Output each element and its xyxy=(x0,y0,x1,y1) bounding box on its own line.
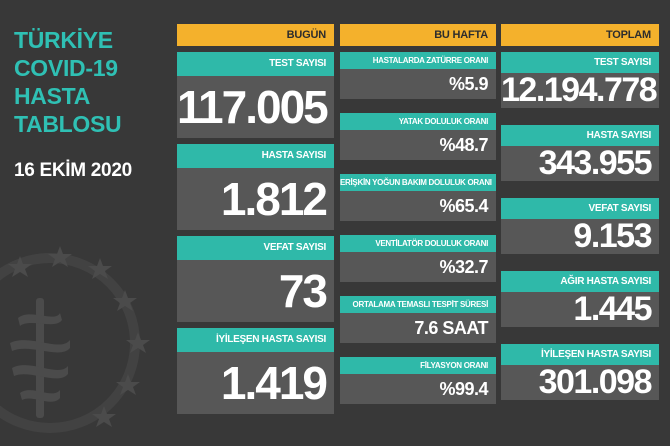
week-bed-occupancy-label: YATAK DOLULUK ORANI xyxy=(340,113,496,130)
week-icu-occupancy-label: ERİŞKİN YOĞUN BAKIM DOLULUK ORANI xyxy=(340,174,496,191)
today-recovered-value: 1.419 xyxy=(177,352,334,414)
today-column: BUGÜN TEST SAYISI 117.005 HASTA SAYISI 1… xyxy=(177,24,334,414)
today-test-label: TEST SAYISI xyxy=(177,52,334,76)
today-recovered-card: İYİLEŞEN HASTA SAYISI 1.419 xyxy=(177,328,334,414)
today-deaths-card: VEFAT SAYISI 73 xyxy=(177,236,334,322)
today-recovered-label: İYİLEŞEN HASTA SAYISI xyxy=(177,328,334,352)
week-icu-occupancy-value: %65.4 xyxy=(340,191,496,221)
ministry-emblem-icon xyxy=(0,246,150,433)
week-filiation-value: %99.4 xyxy=(340,374,496,404)
total-test-label: TEST SAYISI xyxy=(501,52,659,73)
total-cases-label: HASTA SAYISI xyxy=(501,125,659,146)
week-header: BU HAFTA xyxy=(340,24,496,46)
week-filiation-label: FİLYASYON ORANI xyxy=(340,357,496,374)
total-severe-card: AĞIR HASTA SAYISI 1.445 xyxy=(501,271,659,327)
today-cases-label: HASTA SAYISI xyxy=(177,144,334,168)
total-severe-value: 1.445 xyxy=(501,292,659,327)
total-severe-label: AĞIR HASTA SAYISI xyxy=(501,271,659,292)
title-line-4: TABLOSU xyxy=(14,111,122,137)
week-pneumonia-card: HASTALARDA ZATÜRRE ORANI %5.9 xyxy=(340,52,496,99)
week-bed-occupancy-value: %48.7 xyxy=(340,130,496,160)
week-bed-occupancy-card: YATAK DOLULUK ORANI %48.7 xyxy=(340,113,496,160)
page-title: TÜRKİYE COVID-19 HASTA TABLOSU xyxy=(14,26,122,138)
week-icu-occupancy-card: ERİŞKİN YOĞUN BAKIM DOLULUK ORANI %65.4 xyxy=(340,174,496,221)
total-recovered-card: İYİLEŞEN HASTA SAYISI 301.098 xyxy=(501,344,659,400)
week-pneumonia-value: %5.9 xyxy=(340,69,496,99)
title-line-1: TÜRKİYE xyxy=(14,27,113,53)
today-test-card: TEST SAYISI 117.005 xyxy=(177,52,334,138)
week-filiation-card: FİLYASYON ORANI %99.4 xyxy=(340,357,496,404)
week-contact-time-label: ORTALAMA TEMASLI TESPİT SÜRESİ xyxy=(340,296,496,313)
total-deaths-card: VEFAT SAYISI 9.153 xyxy=(501,198,659,254)
today-header: BUGÜN xyxy=(177,24,334,46)
today-cases-card: HASTA SAYISI 1.812 xyxy=(177,144,334,230)
today-deaths-label: VEFAT SAYISI xyxy=(177,236,334,260)
week-ventilator-value: %32.7 xyxy=(340,252,496,282)
total-cases-card: HASTA SAYISI 343.955 xyxy=(501,125,659,181)
title-line-3: HASTA xyxy=(14,83,91,109)
week-contact-time-card: ORTALAMA TEMASLI TESPİT SÜRESİ 7.6 SAAT xyxy=(340,296,496,343)
total-header: TOPLAM xyxy=(501,24,659,46)
total-deaths-label: VEFAT SAYISI xyxy=(501,198,659,219)
total-recovered-value: 301.098 xyxy=(501,365,659,400)
week-ventilator-card: VENTİLATÖR DOLULUK ORANI %32.7 xyxy=(340,235,496,282)
total-recovered-label: İYİLEŞEN HASTA SAYISI xyxy=(501,344,659,365)
title-line-2: COVID-19 xyxy=(14,55,118,81)
week-contact-time-value: 7.6 SAAT xyxy=(340,313,496,343)
total-test-card: TEST SAYISI 12.194.778 xyxy=(501,52,659,108)
week-pneumonia-label: HASTALARDA ZATÜRRE ORANI xyxy=(340,52,496,69)
report-date: 16 EKİM 2020 xyxy=(14,160,132,181)
total-deaths-value: 9.153 xyxy=(501,219,659,254)
week-column: BU HAFTA HASTALARDA ZATÜRRE ORANI %5.9 Y… xyxy=(340,24,496,404)
today-deaths-value: 73 xyxy=(177,260,334,322)
today-test-value: 117.005 xyxy=(177,76,334,138)
total-column: TOPLAM TEST SAYISI 12.194.778 HASTA SAYI… xyxy=(501,24,659,400)
today-cases-value: 1.812 xyxy=(177,168,334,230)
total-test-value: 12.194.778 xyxy=(501,73,659,108)
total-cases-value: 343.955 xyxy=(501,146,659,181)
week-ventilator-label: VENTİLATÖR DOLULUK ORANI xyxy=(340,235,496,252)
